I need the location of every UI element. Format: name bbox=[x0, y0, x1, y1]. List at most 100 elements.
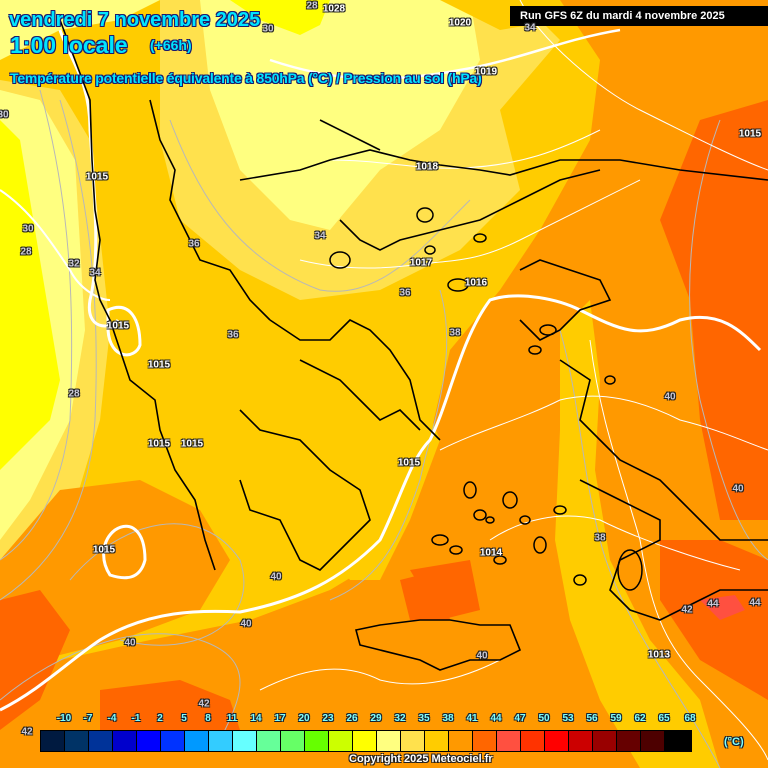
legend-swatch bbox=[305, 731, 329, 751]
legend-tick-label: 62 bbox=[634, 713, 646, 724]
legend-tick-label: 11 bbox=[226, 713, 238, 724]
legend-tick-label: 5 bbox=[181, 713, 187, 724]
legend-swatch bbox=[497, 731, 521, 751]
legend-tick-label: 2 bbox=[157, 713, 163, 724]
legend-tick-label: 14 bbox=[250, 713, 262, 724]
legend-swatch bbox=[209, 731, 233, 751]
legend-tick-label: 32 bbox=[394, 713, 406, 724]
legend-swatch bbox=[521, 731, 545, 751]
temp-fill-42-aegean bbox=[410, 560, 480, 620]
forecast-time: 1:00 locale bbox=[10, 32, 128, 58]
isotherm-label: 30 bbox=[0, 109, 9, 121]
isotherm-label: 44 bbox=[749, 597, 761, 609]
isotherm-label: 32 bbox=[68, 258, 80, 270]
legend-tick-label: -10 bbox=[56, 713, 72, 724]
isotherm-label: 38 bbox=[594, 532, 606, 544]
temperature-isolines bbox=[0, 89, 768, 768]
isobar-label: 1020 bbox=[448, 17, 472, 29]
legend-tick-label: 59 bbox=[610, 713, 622, 724]
legend-swatch bbox=[41, 731, 65, 751]
isobar-label: 1015 bbox=[147, 359, 171, 371]
isotherm-label: 28 bbox=[306, 0, 318, 12]
legend-swatch bbox=[281, 731, 305, 751]
isobar-label: 1015 bbox=[85, 171, 109, 183]
legend-tick-label: 56 bbox=[586, 713, 598, 724]
isotherm-label: 28 bbox=[68, 388, 80, 400]
legend-swatch bbox=[593, 731, 617, 751]
legend-swatch bbox=[65, 731, 89, 751]
isotherm-label: 34 bbox=[524, 22, 536, 34]
run-info-banner: Run GFS 6Z du mardi 4 novembre 2025 bbox=[510, 6, 768, 26]
legend-tick-label: -1 bbox=[131, 713, 141, 724]
isotherm-label: 40 bbox=[732, 483, 744, 495]
legend-tick-label: 41 bbox=[466, 713, 478, 724]
coastlines-and-borders bbox=[59, 19, 768, 671]
isotherm-label: 40 bbox=[476, 650, 488, 662]
temp-fill-28-north bbox=[230, 0, 330, 35]
legend-tick-label: 29 bbox=[370, 713, 382, 724]
isobar-label: 1015 bbox=[92, 544, 116, 556]
copyright: Copyright 2025 Meteociel.fr bbox=[349, 753, 493, 765]
legend-tick-label: 17 bbox=[274, 713, 286, 724]
isobar-label: 1015 bbox=[180, 438, 204, 450]
legend-tick-label: 23 bbox=[322, 713, 334, 724]
isobar-label: 1028 bbox=[322, 3, 346, 15]
legend-unit: (°C) bbox=[724, 736, 744, 748]
temp-fill-west-28 bbox=[0, 120, 60, 470]
isotherm-label: 44 bbox=[707, 598, 719, 610]
temp-fill-44 bbox=[700, 595, 745, 620]
isotherm-label: 36 bbox=[188, 238, 200, 250]
isobar-label: 1018 bbox=[415, 161, 439, 173]
parameter-title: Température potentielle équivalente à 85… bbox=[10, 70, 482, 86]
legend-swatch bbox=[449, 731, 473, 751]
legend-swatch bbox=[329, 731, 353, 751]
isotherm-label: 40 bbox=[664, 391, 676, 403]
color-scale-legend bbox=[40, 730, 692, 752]
temp-fill-42-south bbox=[100, 680, 240, 730]
legend-tick-label: 47 bbox=[514, 713, 526, 724]
isotherm-label: 40 bbox=[270, 571, 282, 583]
legend-swatch bbox=[617, 731, 641, 751]
forecast-date: vendredi 7 novembre 2025 bbox=[9, 9, 261, 31]
legend-tick-label: 20 bbox=[298, 713, 310, 724]
legend-swatch bbox=[137, 731, 161, 751]
legend-swatch bbox=[113, 731, 137, 751]
legend-swatch bbox=[161, 731, 185, 751]
legend-swatch bbox=[545, 731, 569, 751]
legend-swatch bbox=[185, 731, 209, 751]
legend-tick-label: -4 bbox=[107, 713, 117, 724]
isotherm-label: 42 bbox=[21, 726, 33, 738]
legend-swatch bbox=[89, 731, 113, 751]
isotherm-label: 28 bbox=[20, 246, 32, 258]
legend-tick-label: 8 bbox=[205, 713, 211, 724]
legend-tick-label: 50 bbox=[538, 713, 550, 724]
legend-swatch bbox=[641, 731, 665, 751]
legend-swatch bbox=[665, 731, 691, 751]
legend-tick-label: 38 bbox=[442, 713, 454, 724]
legend-tick-label: 53 bbox=[562, 713, 574, 724]
temp-fill-anatolia-coast bbox=[555, 300, 720, 768]
isobar-label: 1017 bbox=[409, 257, 433, 269]
isobar-label: 1015 bbox=[147, 438, 171, 450]
legend-swatch bbox=[233, 731, 257, 751]
legend-swatch bbox=[257, 731, 281, 751]
isobar-label: 1014 bbox=[479, 547, 503, 559]
legend-swatch bbox=[425, 731, 449, 751]
temp-fill-42-se bbox=[660, 540, 768, 700]
temp-fill-32 bbox=[200, 0, 480, 230]
isotherm-label: 36 bbox=[227, 329, 239, 341]
legend-tick-label: 35 bbox=[418, 713, 430, 724]
isobar-label: 1016 bbox=[464, 277, 488, 289]
isotherm-label: 40 bbox=[124, 637, 136, 649]
legend-swatch bbox=[377, 731, 401, 751]
isotherm-label: 30 bbox=[262, 23, 274, 35]
legend-swatch bbox=[353, 731, 377, 751]
temp-fill-42-sw bbox=[0, 590, 70, 730]
isotherm-label: 42 bbox=[198, 698, 210, 710]
isotherm-label: 42 bbox=[681, 604, 693, 616]
temp-fill-peloponnese bbox=[230, 380, 440, 580]
isobar-label: 1015 bbox=[106, 320, 130, 332]
legend-tick-label: 26 bbox=[346, 713, 358, 724]
legend-tick-label: 65 bbox=[658, 713, 670, 724]
